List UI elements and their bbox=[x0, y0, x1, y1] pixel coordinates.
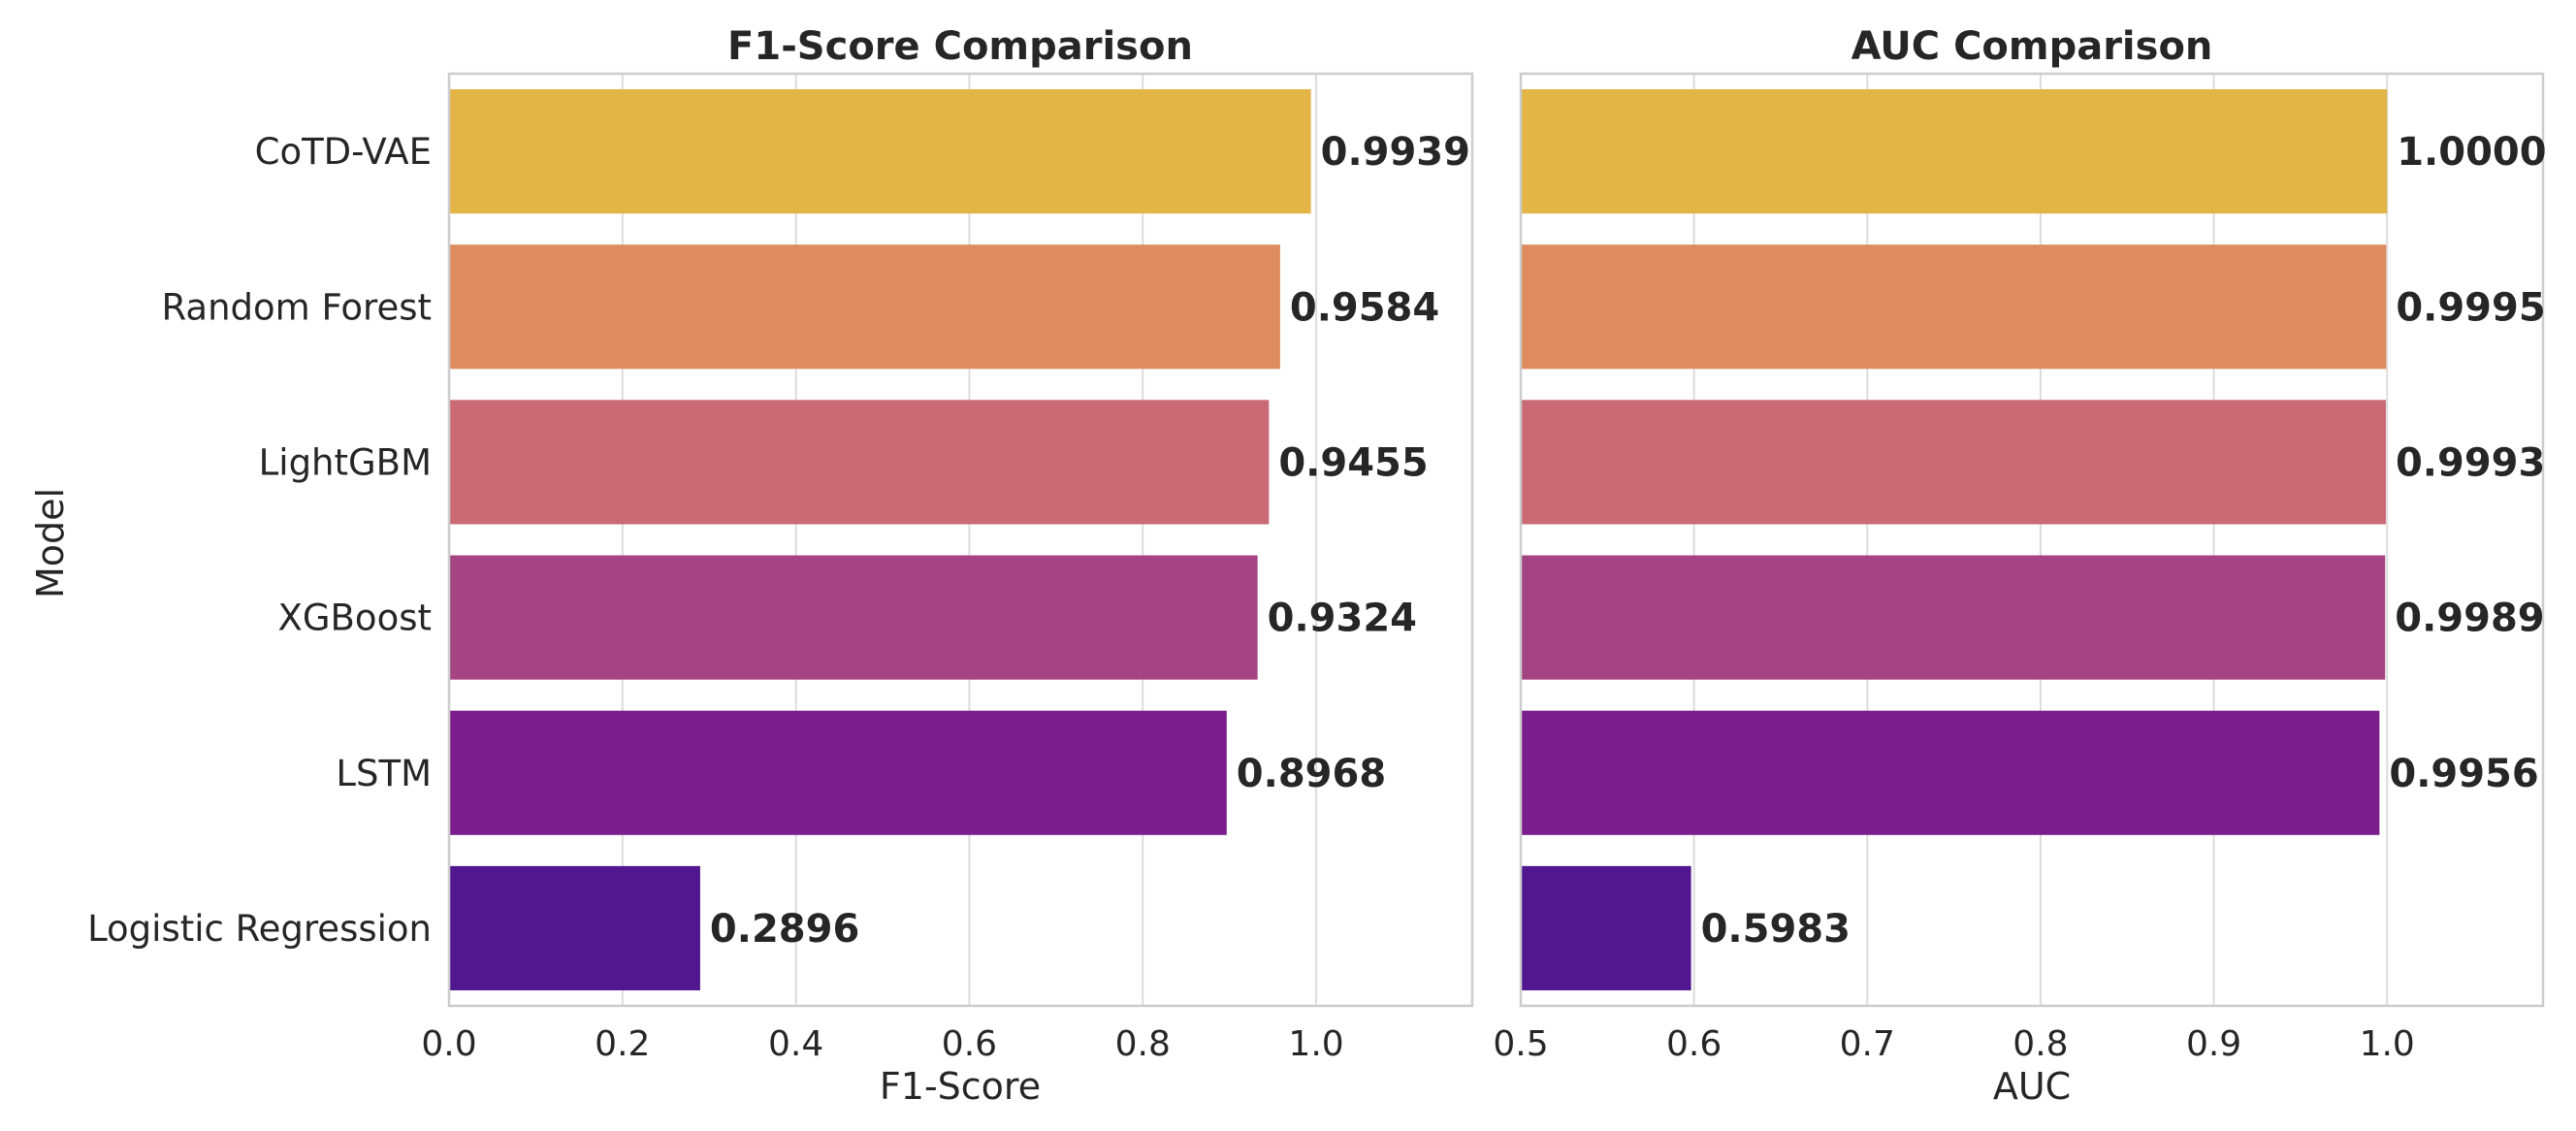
auc-x-ticks: 0.5 0.6 0.7 0.8 0.9 1.0 bbox=[1493, 1024, 2414, 1064]
auc-x-tick-label: 0.9 bbox=[2186, 1024, 2241, 1064]
category-label-cotd-vae: CoTD-VAE bbox=[255, 131, 432, 173]
auc-value-label: 0.9989 bbox=[2395, 597, 2544, 641]
auc-bar-cotd-vae bbox=[1521, 89, 2388, 214]
auc-value-label: 0.9995 bbox=[2396, 285, 2545, 330]
category-label-logistic-regression: Logistic Regression bbox=[87, 908, 432, 950]
auc-panel: 0.5 0.6 0.7 0.8 0.9 1.0 1.0000 0.9995 0.9993 0.9… bbox=[1493, 24, 2546, 1108]
f1-x-tick-label: 0.4 bbox=[768, 1024, 823, 1064]
category-label-random-forest: Random Forest bbox=[162, 286, 433, 328]
y-axis-label: Model bbox=[29, 488, 72, 598]
f1-x-tick-label: 0.2 bbox=[595, 1024, 650, 1064]
auc-x-tick-label: 0.8 bbox=[2012, 1024, 2068, 1064]
f1-gridlines bbox=[621, 74, 1318, 1006]
f1-x-axis-label: F1-Score bbox=[880, 1065, 1041, 1108]
auc-bar-logistic-regression bbox=[1521, 865, 1691, 990]
f1-bars bbox=[449, 89, 1311, 990]
auc-value-labels: 1.0000 0.9995 0.9993 0.9989 0.9956 0.5983 bbox=[1701, 130, 2547, 952]
f1-value-label: 0.9584 bbox=[1290, 285, 1439, 330]
auc-x-tick-label: 0.5 bbox=[1493, 1024, 1548, 1064]
auc-value-label: 0.9993 bbox=[2396, 440, 2545, 485]
f1-chart-title: F1-Score Comparison bbox=[727, 24, 1193, 69]
auc-value-label: 1.0000 bbox=[2397, 130, 2546, 175]
category-label-xgboost: XGBoost bbox=[278, 598, 432, 639]
category-label-lightgbm: LightGBM bbox=[259, 441, 432, 483]
auc-x-axis-label: AUC bbox=[1993, 1065, 2071, 1108]
auc-bar-xgboost bbox=[1521, 555, 2386, 680]
f1-x-tick-label: 0.0 bbox=[421, 1024, 476, 1064]
f1-x-tick-label: 1.0 bbox=[1288, 1024, 1343, 1064]
f1-value-label: 0.9939 bbox=[1321, 130, 1470, 175]
category-label-lstm: LSTM bbox=[336, 753, 432, 794]
auc-value-label: 0.5983 bbox=[1701, 907, 1851, 952]
auc-x-tick-label: 0.6 bbox=[1666, 1024, 1722, 1064]
f1-score-panel: 0.0 0.2 0.4 0.6 0.8 1.0 CoTD-VAE Random Forest… bbox=[29, 24, 1474, 1108]
auc-bars bbox=[1521, 89, 2388, 990]
f1-bar-logistic-regression bbox=[449, 865, 700, 990]
f1-x-tick-label: 0.8 bbox=[1115, 1024, 1171, 1064]
f1-value-labels: 0.9939 0.9584 0.9455 0.9324 0.8968 0.2896 bbox=[710, 130, 1470, 952]
auc-value-label: 0.9956 bbox=[2389, 752, 2538, 796]
f1-value-label: 0.9455 bbox=[1278, 440, 1428, 485]
auc-gridlines bbox=[1692, 74, 2389, 1006]
auc-bar-lightgbm bbox=[1521, 400, 2386, 525]
f1-x-ticks: 0.0 0.2 0.4 0.6 0.8 1.0 bbox=[421, 1024, 1343, 1064]
f1-bar-lstm bbox=[449, 710, 1227, 835]
f1-value-label: 0.8968 bbox=[1237, 752, 1386, 796]
f1-bar-lightgbm bbox=[449, 400, 1270, 525]
f1-bar-cotd-vae bbox=[449, 89, 1311, 214]
f1-category-labels: CoTD-VAE Random Forest LightGBM XGBoost LSTM… bbox=[87, 131, 432, 950]
f1-value-label: 0.9324 bbox=[1268, 597, 1417, 641]
f1-x-tick-label: 0.6 bbox=[942, 1024, 997, 1064]
auc-bar-lstm bbox=[1521, 710, 2380, 835]
f1-bar-random-forest bbox=[449, 244, 1280, 370]
f1-value-label: 0.2896 bbox=[710, 907, 859, 952]
auc-x-tick-label: 0.7 bbox=[1840, 1024, 1895, 1064]
auc-chart-title: AUC Comparison bbox=[1852, 24, 2213, 69]
f1-plot-frame bbox=[447, 72, 1474, 1008]
auc-x-tick-label: 1.0 bbox=[2360, 1024, 2415, 1064]
auc-bar-random-forest bbox=[1521, 244, 2387, 370]
f1-bar-xgboost bbox=[449, 555, 1258, 680]
auc-plot-frame bbox=[1519, 72, 2545, 1008]
